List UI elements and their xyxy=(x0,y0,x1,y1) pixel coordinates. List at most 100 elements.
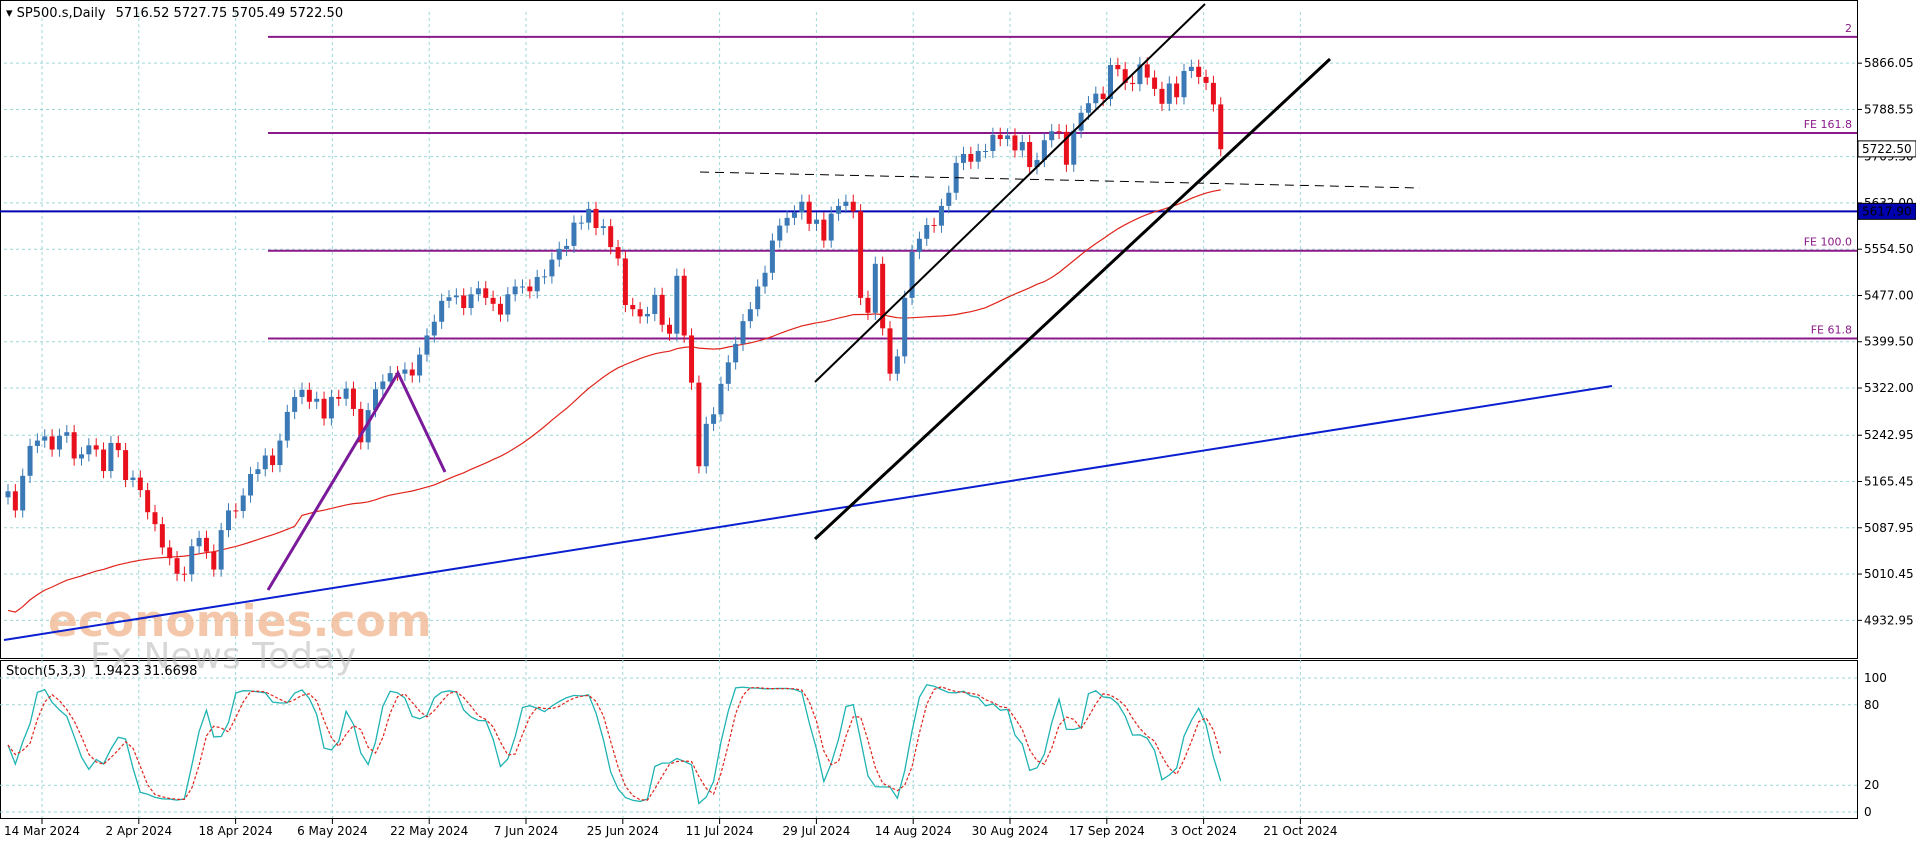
stoch-level-label: 100 xyxy=(1864,671,1887,685)
candle-body xyxy=(1188,66,1194,71)
candle-body xyxy=(196,537,202,547)
candle-body xyxy=(387,373,393,382)
candle-body xyxy=(233,510,239,512)
candle-body xyxy=(836,205,842,214)
candle-body xyxy=(1144,64,1150,78)
candle-body xyxy=(997,134,1003,140)
candle-body xyxy=(1218,104,1224,150)
candle-body xyxy=(586,208,592,223)
abc-pattern xyxy=(266,369,447,591)
candle-body xyxy=(733,343,739,363)
candle-body xyxy=(718,383,724,415)
candle-body xyxy=(564,245,570,249)
watermark-line1: economies.com xyxy=(48,596,432,647)
moving-average xyxy=(7,189,1221,613)
candle-body xyxy=(277,440,283,466)
candle-body xyxy=(358,408,364,443)
x-tick-label: 11 Jul 2024 xyxy=(686,824,754,838)
x-tick-label: 7 Jun 2024 xyxy=(494,824,559,838)
candle-body xyxy=(916,238,922,252)
y-tick-label: 4932.95 xyxy=(1864,613,1914,627)
candle-body xyxy=(527,286,533,292)
neckline xyxy=(699,171,1421,189)
ma-line xyxy=(7,189,1221,613)
candle-body xyxy=(1078,112,1084,131)
candle-body xyxy=(101,449,107,472)
candle-body xyxy=(350,388,356,409)
candle-body xyxy=(292,396,298,412)
candle-body xyxy=(1196,66,1202,77)
candles xyxy=(5,57,1224,582)
candle-body xyxy=(461,295,467,309)
candle-body xyxy=(130,477,136,480)
candle-body xyxy=(336,396,342,399)
support-price-tag: 5617.90 xyxy=(1862,204,1912,218)
symbol-label: SP500.s,Daily xyxy=(17,6,106,21)
candle-body xyxy=(439,300,445,322)
level-label: 2 xyxy=(1845,22,1852,35)
candle-body xyxy=(946,192,952,206)
candle-body xyxy=(1019,142,1025,151)
candle-body xyxy=(858,211,864,298)
candle-body xyxy=(843,201,849,206)
candle-body xyxy=(931,225,937,227)
candle-body xyxy=(203,537,209,552)
trendlines xyxy=(3,3,1613,641)
y-tick-label: 5477.00 xyxy=(1864,288,1914,302)
candle-body xyxy=(902,297,908,357)
candle-body xyxy=(1056,131,1062,133)
candle-body xyxy=(990,134,996,151)
candle-body xyxy=(924,225,930,239)
candle-body xyxy=(1041,140,1047,160)
candle-body xyxy=(622,258,628,306)
candle-body xyxy=(755,286,761,310)
current-price-tag-box xyxy=(1857,140,1916,158)
candle-body xyxy=(248,474,254,496)
stoch-pane-frame xyxy=(0,660,1858,819)
candle-body xyxy=(1137,64,1143,85)
level-label: FE 161.8 xyxy=(1804,118,1852,131)
x-tick-label: 3 Oct 2024 xyxy=(1170,824,1237,838)
y-tick-label: 5788.55 xyxy=(1864,102,1914,116)
candle-body xyxy=(542,276,548,278)
long-trendline xyxy=(3,385,1613,641)
candle-body xyxy=(49,436,55,450)
candle-body xyxy=(167,547,173,559)
candle-body xyxy=(791,212,797,218)
x-tick-label: 29 Jul 2024 xyxy=(782,824,850,838)
candle-body xyxy=(975,150,981,162)
candle-body xyxy=(137,477,143,491)
candle-body xyxy=(424,335,430,355)
stoch-d-line xyxy=(7,686,1222,801)
candle-body xyxy=(1063,131,1069,165)
candle-body xyxy=(799,201,805,213)
candle-body xyxy=(490,297,496,304)
y-tick-label: 5242.95 xyxy=(1864,428,1914,442)
candle-body xyxy=(1093,93,1099,104)
candle-body xyxy=(894,356,900,374)
candle-body xyxy=(306,389,312,402)
x-tick-label: 6 May 2024 xyxy=(297,824,368,838)
candle-body xyxy=(880,263,886,329)
x-tick-label: 17 Sep 2024 xyxy=(1069,824,1145,838)
candle-body xyxy=(608,226,614,248)
candle-body xyxy=(1108,64,1113,100)
candle-body xyxy=(373,389,378,411)
candle-body xyxy=(226,510,231,531)
candle-body xyxy=(938,205,944,226)
y-tick-label: 5010.45 xyxy=(1864,567,1914,581)
candle-body xyxy=(850,201,856,212)
candle-body xyxy=(593,208,599,228)
candle-body xyxy=(453,295,459,298)
candle-body xyxy=(534,276,540,292)
candle-body xyxy=(27,445,33,476)
x-tick-label: 2 Apr 2024 xyxy=(106,824,173,838)
candle-body xyxy=(696,382,702,467)
candle-body xyxy=(630,305,636,310)
candle-body xyxy=(343,388,349,399)
y-tick-label: 5866.05 xyxy=(1864,56,1914,70)
candle-body xyxy=(1012,135,1018,151)
candle-body xyxy=(409,369,415,376)
